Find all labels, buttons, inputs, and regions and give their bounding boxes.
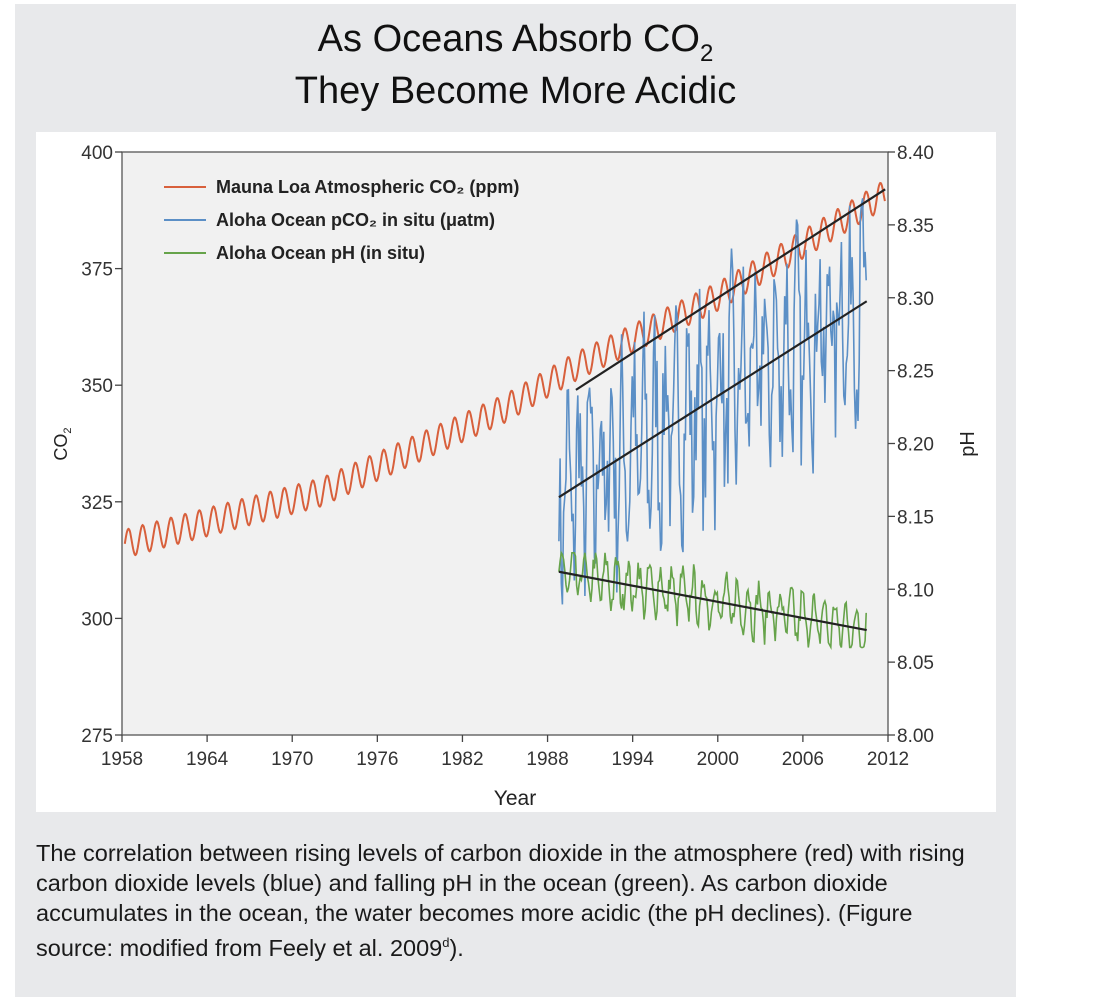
series-pco2-line bbox=[558, 198, 867, 605]
y-right-tick-label: 8.20 bbox=[897, 435, 934, 456]
chart-title-line1: As Oceans Absorb CO2 bbox=[317, 18, 714, 67]
x-tick-label: 2006 bbox=[782, 749, 824, 770]
x-tick-label: 1976 bbox=[356, 749, 398, 770]
trend-line bbox=[558, 300, 868, 499]
y-left-tick-label: 375 bbox=[81, 260, 113, 281]
trend-line bbox=[575, 188, 886, 391]
y-right-tick-label: 8.35 bbox=[897, 216, 934, 237]
y-left-tick-label: 400 bbox=[81, 143, 113, 164]
trend-lines bbox=[558, 188, 886, 632]
y-axis-left-label: CO2 bbox=[51, 427, 74, 460]
y-right-tick-label: 8.25 bbox=[897, 362, 934, 383]
x-tick-label: 2012 bbox=[867, 749, 909, 770]
y-axis-right-label: pH bbox=[957, 431, 979, 457]
x-tick-label: 1958 bbox=[101, 749, 143, 770]
x-tick-label: 2000 bbox=[697, 749, 739, 770]
y-left-tick-label: 350 bbox=[81, 376, 113, 397]
x-tick-label: 1988 bbox=[526, 749, 568, 770]
series-co2-line bbox=[123, 181, 886, 557]
x-tick-label: 1964 bbox=[186, 749, 229, 770]
left-axis: 275 300 325 350 375 400 bbox=[81, 143, 122, 747]
y-right-tick-label: 8.00 bbox=[897, 726, 934, 747]
trend-line bbox=[558, 570, 867, 632]
y-right-tick-label: 8.40 bbox=[897, 143, 934, 164]
y-left-tick-label: 275 bbox=[81, 726, 113, 747]
x-tick-label: 1994 bbox=[612, 749, 655, 770]
y-right-tick-label: 8.15 bbox=[897, 507, 934, 528]
chart-title-line2: They Become More Acidic bbox=[294, 70, 737, 112]
x-axis-label: Year bbox=[494, 787, 536, 810]
right-axis: 8.00 8.05 8.10 8.15 8.20 8.25 8.30 8.35 8.40 bbox=[888, 143, 934, 747]
x-axis: 1958 1964 1970 1976 1982 1988 1994 2000 2006 2012 bbox=[101, 735, 909, 770]
plot-frame bbox=[121, 151, 889, 736]
x-tick-label: 1982 bbox=[441, 749, 483, 770]
y-left-tick-label: 325 bbox=[81, 493, 113, 514]
figure-caption: The correlation between rising levels of… bbox=[36, 840, 965, 961]
series-ph-line bbox=[558, 550, 867, 650]
series-lines bbox=[123, 181, 886, 650]
y-right-tick-label: 8.05 bbox=[897, 653, 934, 674]
legend: Mauna Loa Atmospheric CO₂ (ppm) Aloha Oce… bbox=[164, 177, 519, 263]
y-right-tick-label: 8.10 bbox=[897, 580, 934, 601]
y-left-tick-label: 300 bbox=[81, 609, 113, 630]
x-tick-label: 1970 bbox=[271, 749, 313, 770]
legend-label: Aloha Ocean pCO₂ in situ (μatm) bbox=[216, 210, 495, 230]
legend-label: Aloha Ocean pH (in situ) bbox=[216, 243, 425, 263]
legend-label: Mauna Loa Atmospheric CO₂ (ppm) bbox=[216, 177, 519, 197]
y-right-tick-label: 8.30 bbox=[897, 289, 934, 310]
